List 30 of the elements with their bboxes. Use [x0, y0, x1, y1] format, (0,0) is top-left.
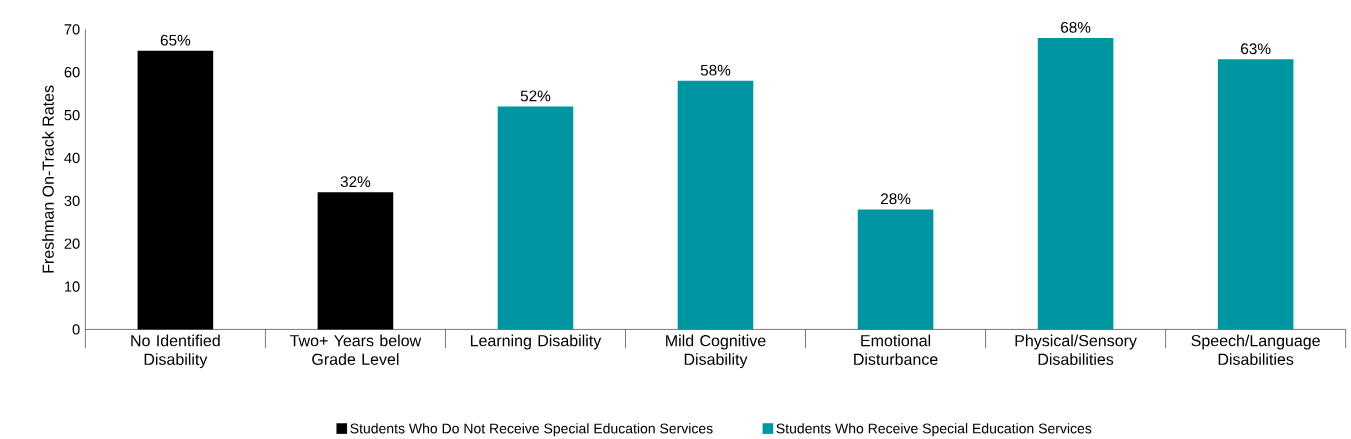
data-label: 68% — [1061, 22, 1091, 33]
data-label: 65% — [160, 34, 191, 46]
x-tick-label: No Identified Disability — [131, 334, 220, 369]
y-tick-label: 30 — [64, 195, 80, 207]
x-tick-label: Physical/Sensory Disabilities — [1015, 334, 1137, 366]
bar — [1037, 38, 1114, 330]
bar — [1217, 59, 1294, 330]
x-tick-label: Mild Cognitive Disability — [666, 334, 766, 369]
bar — [497, 106, 574, 330]
legend-label: Students Who Do Not Receive Special Education Services — [350, 423, 713, 437]
x-tick-label: Learning Disability — [470, 334, 602, 350]
y-tick-label: 70 — [64, 24, 80, 35]
y-tick-label: 0 — [72, 324, 80, 335]
data-label: 63% — [1241, 43, 1271, 55]
data-label: 58% — [700, 64, 731, 76]
y-axis-title: Freshman On-Track Rates — [42, 85, 54, 273]
x-tick-label: Speech/Language Disabilities — [1191, 334, 1320, 366]
bar — [857, 209, 934, 330]
legend-label: Students Who Receive Special Education Services — [776, 423, 1092, 437]
data-label: 52% — [520, 90, 551, 102]
bar — [677, 80, 754, 330]
y-tick-label: 10 — [65, 281, 80, 292]
y-tick-label: 20 — [64, 238, 80, 249]
y-tick-label: 40 — [64, 152, 80, 164]
x-tick-label: Emotional Disturbance — [854, 334, 938, 366]
y-tick-label: 60 — [64, 67, 80, 78]
y-tick-label: 50 — [64, 110, 80, 121]
data-label: 28% — [880, 193, 911, 205]
data-label: 32% — [340, 176, 371, 188]
x-tick-label: Two+ Years below Grade Level — [290, 334, 422, 366]
